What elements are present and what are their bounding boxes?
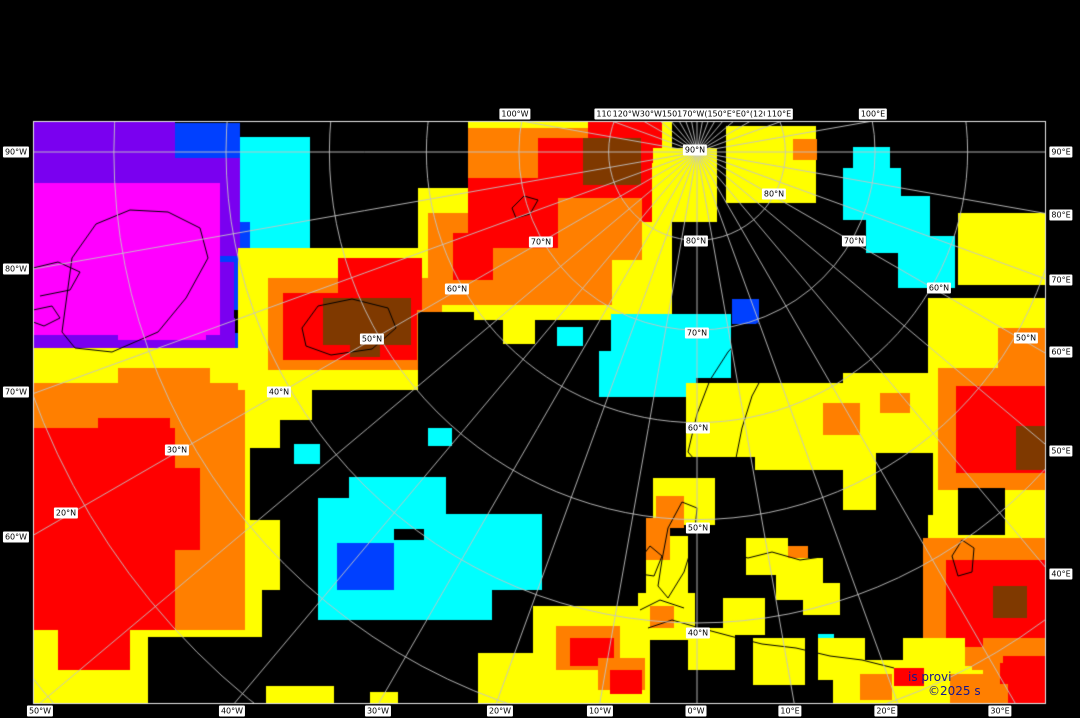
watermark-line-2: ©2025 s (928, 684, 981, 698)
watermark-line-1: is provi (908, 670, 952, 684)
